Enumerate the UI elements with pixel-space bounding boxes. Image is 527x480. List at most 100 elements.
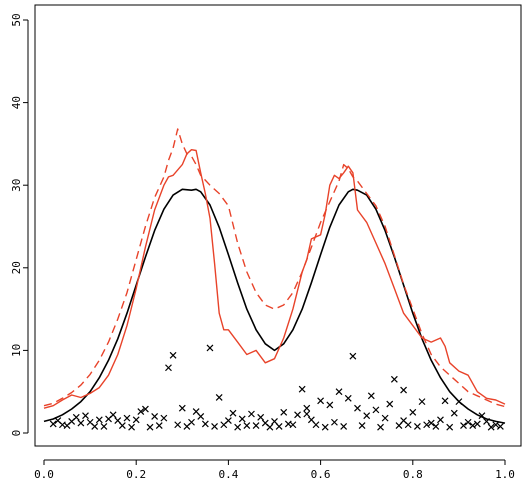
data-point <box>165 364 172 372</box>
data-point <box>294 411 301 419</box>
data-point <box>377 423 384 431</box>
data-point <box>395 422 403 429</box>
data-point <box>72 413 80 421</box>
data-point <box>478 412 486 420</box>
data-point <box>400 386 408 394</box>
y-tick-label: 20 <box>10 261 23 274</box>
data-point <box>409 408 417 416</box>
series-line-3 <box>43 128 506 408</box>
data-point <box>243 422 251 429</box>
data-point <box>178 404 186 412</box>
data-point <box>155 422 163 429</box>
data-point <box>220 421 228 429</box>
data-point <box>483 418 490 425</box>
data-point <box>363 412 371 420</box>
data-point <box>91 422 99 430</box>
data-point <box>123 414 131 422</box>
data-point <box>234 423 242 431</box>
data-point <box>487 423 495 431</box>
data-point <box>427 419 435 427</box>
data-point <box>298 385 306 393</box>
data-point <box>413 422 421 430</box>
series-line-2 <box>43 149 506 409</box>
data-point <box>358 422 366 429</box>
data-point <box>331 418 338 426</box>
data-point <box>146 423 154 431</box>
data-point <box>446 423 454 431</box>
data-point <box>132 416 140 424</box>
data-point <box>492 421 500 429</box>
data-point <box>418 398 426 406</box>
data-point <box>169 351 177 359</box>
y-tick-label: 0 <box>10 430 23 437</box>
data-point <box>49 420 57 428</box>
data-point <box>238 415 246 423</box>
data-point <box>335 388 343 396</box>
data-point <box>248 410 255 418</box>
y-tick-label: 30 <box>10 179 23 192</box>
data-point <box>303 410 311 418</box>
data-point <box>257 413 265 421</box>
data-point <box>206 344 214 352</box>
data-point <box>326 401 334 409</box>
data-point <box>432 422 440 430</box>
x-axis: 0.0 0.2 0.4 0.6 0.8 1.0 <box>34 459 515 480</box>
data-point <box>312 421 320 429</box>
data-point <box>63 422 71 429</box>
data-point <box>137 408 145 415</box>
x-tick-label: 0.2 <box>126 468 146 480</box>
y-axis: 0 10 20 30 40 50 <box>10 13 29 437</box>
data-point <box>469 422 477 429</box>
data-point <box>229 409 237 417</box>
data-point <box>354 404 361 412</box>
data-point <box>390 375 398 383</box>
data-point <box>151 413 159 420</box>
data-point <box>437 416 444 424</box>
data-point <box>215 394 223 401</box>
data-point <box>141 405 149 413</box>
data-point <box>441 397 449 405</box>
data-point <box>460 422 467 429</box>
data-point <box>82 412 89 420</box>
data-point <box>344 394 352 402</box>
data-point <box>266 423 274 431</box>
data-point <box>367 392 375 400</box>
data-point <box>464 418 472 426</box>
y-tick-label: 10 <box>10 344 23 357</box>
data-point <box>109 411 117 419</box>
data-point <box>381 414 389 422</box>
x-tick-label: 0.4 <box>218 468 238 480</box>
data-point <box>252 422 260 429</box>
data-point <box>118 422 126 429</box>
x-tick-label: 0.0 <box>34 468 54 480</box>
data-point <box>450 409 458 417</box>
data-point <box>54 417 62 425</box>
data-point <box>201 420 209 428</box>
data-point <box>372 406 380 414</box>
data-point <box>160 414 168 422</box>
data-point <box>473 420 481 428</box>
data-point <box>211 422 218 430</box>
data-point <box>317 397 325 405</box>
data-point <box>77 419 85 427</box>
data-point <box>303 404 311 412</box>
y-tick-label: 40 <box>10 96 23 109</box>
data-point <box>321 423 329 431</box>
data-point <box>496 422 504 430</box>
data-point <box>423 421 431 429</box>
data-point <box>404 421 412 429</box>
data-point <box>386 400 394 408</box>
x-tick-label: 0.8 <box>403 468 423 480</box>
data-point <box>183 422 191 430</box>
x-tick-label: 1.0 <box>495 468 515 480</box>
data-point <box>340 422 348 430</box>
data-point <box>100 422 108 430</box>
data-point <box>289 421 297 429</box>
curve-layer <box>43 128 506 424</box>
data-point <box>275 422 283 430</box>
data-point <box>197 413 205 420</box>
series-line-1 <box>43 188 506 424</box>
point-layer <box>49 344 504 431</box>
x-tick-label: 0.6 <box>311 468 331 480</box>
